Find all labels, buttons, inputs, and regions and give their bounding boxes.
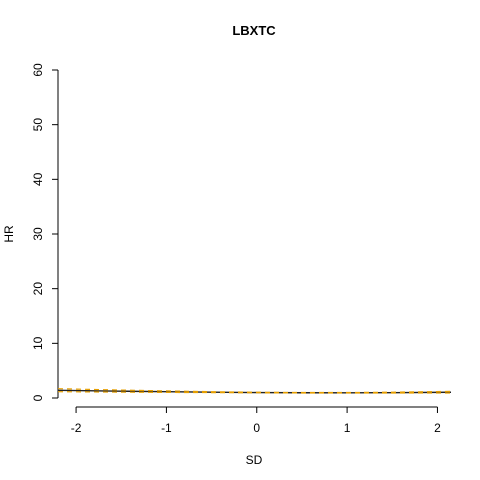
y-axis-ticks: 0 10 20 30 40 50 60 (31, 63, 58, 401)
x-tick-label: -1 (161, 421, 172, 435)
x-axis-ticks: -2 -1 0 1 2 (71, 407, 441, 435)
y-tick-label: 20 (31, 282, 45, 296)
x-tick-label: -2 (71, 421, 82, 435)
series-layer (57, 388, 452, 394)
x-tick-label: 0 (253, 421, 260, 435)
x-tick-label: 2 (434, 421, 441, 435)
x-axis-label: SD (246, 453, 263, 467)
y-tick-label: 50 (31, 118, 45, 132)
y-axis-label: HR (2, 225, 16, 243)
series-line-lower-bound (57, 391, 452, 394)
y-tick-label: 40 (31, 172, 45, 186)
y-tick-label: 10 (31, 336, 45, 350)
y-tick-label: 0 (31, 394, 45, 401)
y-tick-label: 60 (31, 63, 45, 77)
chart-title: LBXTC (232, 23, 276, 38)
x-tick-label: 1 (344, 421, 351, 435)
y-tick-label: 30 (31, 227, 45, 241)
